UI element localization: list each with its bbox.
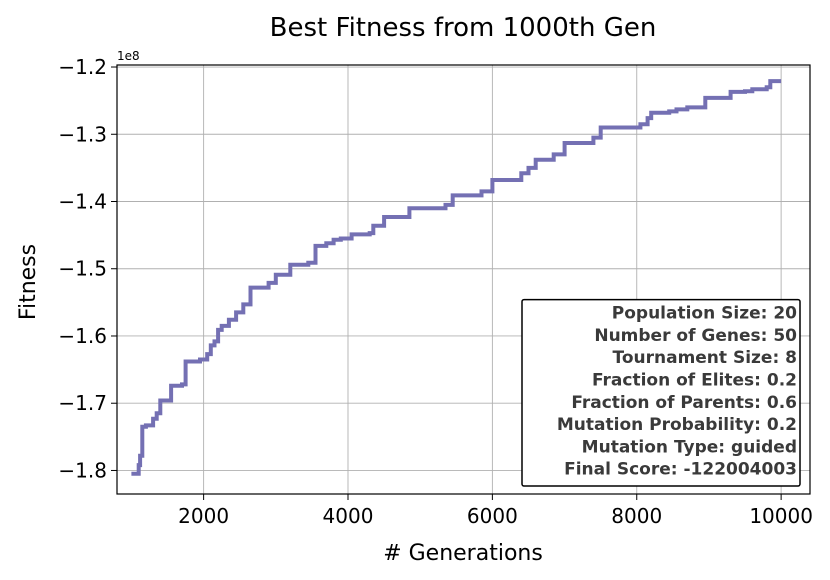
ticks: 2000 4000 6000 8000 10000 −1.8 −1.7 −1.6 −1.5 −1.…: [58, 55, 813, 528]
plot-frame: [116, 64, 811, 495]
x-tick-label: 4000: [323, 504, 374, 528]
parameter-line: Fraction of Parents: 0.6: [571, 393, 797, 413]
y-tick-label: −1.4: [58, 190, 107, 214]
y-tick-label: −1.8: [58, 458, 107, 482]
parameter-line: Fraction of Elites: 0.2: [592, 371, 797, 391]
y-tick-label: −1.5: [58, 257, 107, 281]
y-tick-label: −1.7: [58, 391, 107, 415]
x-tick-label: 10000: [749, 504, 813, 528]
y-scale-label: 1e8: [117, 49, 140, 63]
x-tick-label: 2000: [178, 504, 229, 528]
parameter-line: Number of Genes: 50: [594, 326, 797, 346]
grid: [117, 65, 810, 494]
x-tick-label: 6000: [467, 504, 518, 528]
y-tick-label: −1.6: [58, 324, 107, 348]
y-tick-label: −1.2: [58, 55, 107, 79]
y-tick-label: −1.3: [58, 122, 107, 146]
chart-title: Best Fitness from 1000th Gen: [270, 13, 657, 43]
parameter-line: Final Score: -122004003: [564, 460, 797, 480]
series-layer: [131, 79, 782, 476]
parameter-line: Population Size: 20: [612, 304, 797, 324]
parameter-line: Tournament Size: 8: [612, 348, 797, 368]
x-tick-label: 8000: [611, 504, 662, 528]
fitness-line: [131, 79, 782, 476]
x-axis-title: # Generations: [383, 541, 543, 566]
parameter-line: Mutation Probability: 0.2: [557, 415, 797, 435]
parameter-line: Mutation Type: guided: [582, 437, 797, 457]
y-axis-title: Fitness: [16, 244, 41, 320]
parameter-box-frame: [521, 298, 801, 487]
